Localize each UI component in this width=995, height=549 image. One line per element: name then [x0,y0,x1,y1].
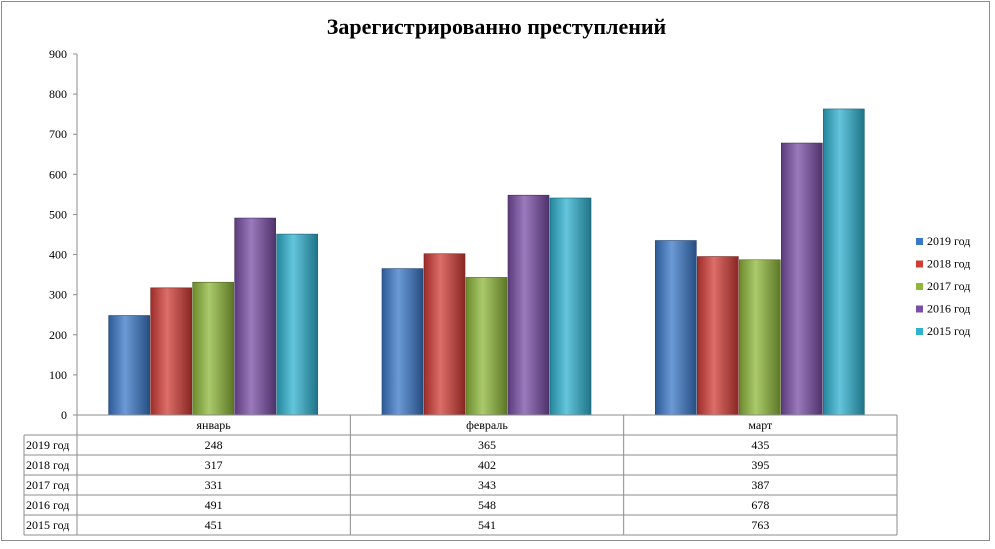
bar [150,287,192,416]
bar [192,281,234,416]
bar [381,268,424,416]
table-row-label: 2019 год [26,438,69,452]
table-cell-value: 763 [751,518,769,532]
table-cell-value: 451 [205,518,223,532]
legend-entry: 2016 год [927,302,970,316]
table-cell-value: 548 [478,498,496,512]
bar [108,315,150,416]
table-cell-value: 248 [205,438,223,452]
bar [276,233,318,416]
bar [549,197,592,416]
table-cell-value: 435 [751,438,769,452]
y-tick-label: 900 [49,47,67,61]
table-row-label: 2018 год [26,458,69,472]
y-tick-label: 400 [49,248,67,262]
y-tick-label: 600 [49,167,67,181]
bar [234,217,276,416]
y-tick-label: 500 [49,207,67,221]
table-cell-value: 331 [205,478,223,492]
y-tick-label: 300 [49,288,67,302]
table-cell-value: 395 [751,458,769,472]
table-cell-value: 317 [205,458,223,472]
y-tick-label: 0 [61,408,67,422]
legend-swatch [916,305,923,313]
table-cell-value: 541 [478,518,496,532]
legend-swatch [916,260,923,268]
legend-entry: 2019 год [927,234,970,248]
y-tick-label: 100 [49,368,67,382]
table-cell-value: 387 [751,478,769,492]
y-tick-label: 200 [49,328,67,342]
bar [781,142,823,416]
bar [823,108,865,416]
table-cell-value: 402 [478,458,496,472]
category-label: январь [197,418,232,432]
bar [739,259,781,416]
bar [465,277,508,416]
legend-swatch [916,238,923,245]
bar [423,253,466,416]
legend-entry: 2018 год [927,257,970,271]
table-cell-value: 365 [478,438,496,452]
bar [697,256,739,416]
table-row-label: 2017 год [26,478,69,492]
y-tick-label: 700 [49,127,67,141]
legend-entry: 2015 год [927,324,970,338]
legend-swatch [916,283,923,290]
category-label: март [748,418,773,432]
table-cell-value: 343 [478,478,496,492]
y-tick-label: 800 [49,87,67,101]
chart-title: Зарегистрированно преступлений [326,14,667,39]
table-cell-value: 491 [205,498,223,512]
legend-entry: 2017 год [927,279,970,293]
category-label: февраль [466,418,508,432]
table-row-label: 2015 год [26,518,69,532]
bar [507,194,550,416]
legend-swatch [916,328,923,335]
table-cell-value: 678 [751,498,769,512]
table-row-label: 2016 год [26,498,69,512]
bar [655,240,697,416]
